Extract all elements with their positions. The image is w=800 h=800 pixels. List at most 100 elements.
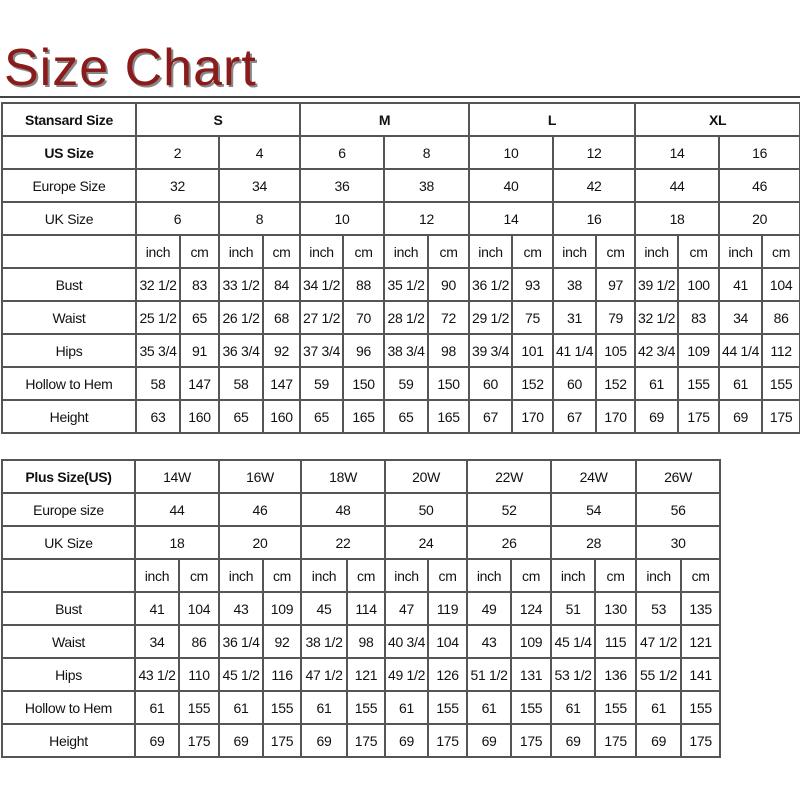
us-size-row: US Size 2 4 6 8 10 12 14 16 <box>1 135 800 170</box>
measurement-cell: 67 <box>552 399 598 434</box>
measurement-cell: 155 <box>177 690 221 725</box>
measurement-cell: 165 <box>342 399 386 434</box>
size-cell: 20 <box>218 525 303 560</box>
europe-size-row: Europe Size 32 34 36 38 40 42 44 46 <box>1 168 800 203</box>
measurement-cell: 32 1/2 <box>135 267 181 302</box>
unit-cm: cm <box>177 558 221 593</box>
measurement-cell: 69 <box>384 723 430 758</box>
unit-cm: cm <box>595 234 637 269</box>
measurement-cell: 86 <box>177 624 221 659</box>
measurement-cell: 69 <box>718 399 764 434</box>
size-cell: 22 <box>300 525 387 560</box>
unit-cm: cm <box>427 234 471 269</box>
row-label: Hips <box>1 657 136 692</box>
plus-size-row: Plus Size(US) 14W 16W 18W 20W 22W 24W 26W <box>1 459 722 494</box>
measurement-cell: 152 <box>511 366 555 401</box>
size-cell: 20 <box>718 201 800 236</box>
measurement-cell: 97 <box>595 267 637 302</box>
unit-inch: inch <box>299 234 345 269</box>
measurement-cell: 33 1/2 <box>218 267 264 302</box>
size-cell: 50 <box>384 492 469 527</box>
measurement-cell: 49 1/2 <box>384 657 430 692</box>
measurement-cell: 104 <box>427 624 469 659</box>
measurement-cell: 175 <box>680 723 722 758</box>
size-cell: 56 <box>635 492 722 527</box>
size-cell: 8 <box>217 201 302 236</box>
unit-cm: cm <box>262 558 303 593</box>
unit-row: inch cm inch cm inch cm inch cm inch cm inch cm inch… <box>1 558 722 593</box>
measurement-cell: 109 <box>262 591 303 626</box>
measurement-cell: 36 3/4 <box>218 333 264 368</box>
measurement-cell: 26 1/2 <box>218 300 264 335</box>
measurement-cell: 38 3/4 <box>383 333 430 368</box>
row-label: Hollow to Hem <box>1 366 137 401</box>
measurement-cell: 61 <box>134 690 180 725</box>
measurement-cell: 70 <box>342 300 386 335</box>
measurement-cell: 121 <box>346 657 387 692</box>
measurement-cell: 75 <box>511 300 555 335</box>
standard-size-table: Stansard Size S M L XL US Size 2 4 6 8 10 12 14 16 Eur… <box>1 102 800 434</box>
measurement-cell: 86 <box>761 300 800 335</box>
measurement-cell: 96 <box>342 333 386 368</box>
measurement-cell: 61 <box>466 690 513 725</box>
measurement-cell: 44 1/4 <box>718 333 764 368</box>
measurement-cell: 126 <box>427 657 469 692</box>
unit-inch: inch <box>134 558 180 593</box>
measurement-cell: 101 <box>511 333 555 368</box>
size-cell: 34 <box>217 168 302 203</box>
measurement-cell: 60 <box>552 366 598 401</box>
measurement-cell: 47 <box>384 591 430 626</box>
measurement-cell: 175 <box>427 723 469 758</box>
measurement-cell: 61 <box>718 366 764 401</box>
measurement-row: Waist 25 1/2 65 26 1/2 68 27 1/2 70 28 1/2 72 29 … <box>1 300 800 335</box>
measurement-cell: 114 <box>346 591 387 626</box>
measurement-cell: 58 <box>218 366 264 401</box>
measurement-cell: 49 <box>466 591 513 626</box>
row-label: Europe size <box>1 492 136 527</box>
measurement-cell: 112 <box>761 333 800 368</box>
unit-inch: inch <box>384 558 430 593</box>
unit-cm: cm <box>511 234 555 269</box>
measurement-cell: 79 <box>595 300 637 335</box>
measurement-cell: 34 <box>134 624 180 659</box>
size-cell: 28 <box>550 525 638 560</box>
unit-cm: cm <box>680 558 722 593</box>
measurement-cell: 31 <box>552 300 598 335</box>
size-cell: 48 <box>300 492 387 527</box>
uk-size-row: UK Size 18 20 22 24 26 28 30 <box>1 525 722 560</box>
measurement-row: Bust 32 1/2 83 33 1/2 84 34 1/2 88 35 1/2 90 36 1… <box>1 267 800 302</box>
measurement-row: Height 63 160 65 160 65 165 65 165 67 170 67 170 69 17… <box>1 399 800 434</box>
unit-inch: inch <box>635 558 683 593</box>
measurement-cell: 61 <box>300 690 349 725</box>
measurement-cell: 61 <box>218 690 265 725</box>
size-cell: 32 <box>135 168 220 203</box>
size-cell: 54 <box>550 492 638 527</box>
row-label: Stansard Size <box>1 102 137 137</box>
unit-inch: inch <box>634 234 680 269</box>
size-cell: 46 <box>718 168 800 203</box>
unit-cm: cm <box>342 234 386 269</box>
measurement-cell: 36 1/2 <box>468 267 514 302</box>
measurement-cell: 36 1/4 <box>218 624 265 659</box>
size-cell: 10 <box>299 201 386 236</box>
measurement-cell: 69 <box>634 399 680 434</box>
measurement-cell: 72 <box>427 300 471 335</box>
measurement-cell: 45 <box>300 591 349 626</box>
measurement-cell: 69 <box>550 723 597 758</box>
measurement-cell: 83 <box>677 300 721 335</box>
measurement-cell: 42 3/4 <box>634 333 680 368</box>
row-label: Bust <box>1 267 137 302</box>
size-cell: 30 <box>635 525 722 560</box>
measurement-cell: 39 3/4 <box>468 333 514 368</box>
size-cell: 26W <box>635 459 722 494</box>
measurement-row: Bust 41 104 43 109 45 114 47 119 49 124 51 130 53 135 <box>1 591 722 626</box>
measurement-cell: 109 <box>510 624 553 659</box>
size-cell: 16 <box>552 201 637 236</box>
measurement-row: Hollow to Hem 61 155 61 155 61 155 61 155 61 155 61… <box>1 690 722 725</box>
size-cell: 52 <box>466 492 553 527</box>
title-divider <box>0 96 800 98</box>
size-cell: 10 <box>468 135 555 170</box>
measurement-cell: 90 <box>427 267 471 302</box>
measurement-cell: 170 <box>511 399 555 434</box>
measurement-cell: 35 1/2 <box>383 267 430 302</box>
